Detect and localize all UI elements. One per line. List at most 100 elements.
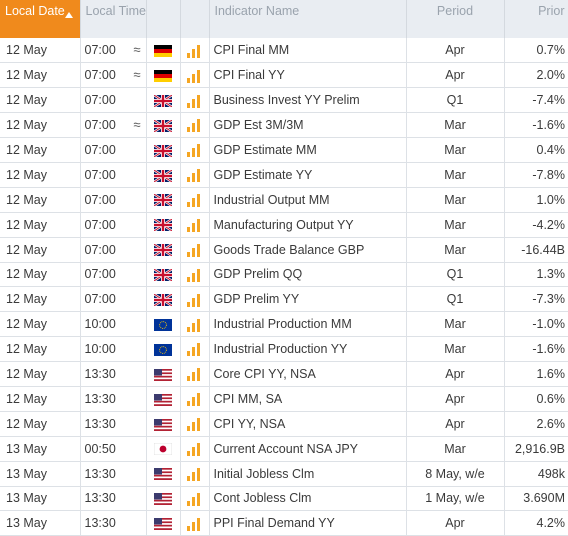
importance-bars-icon bbox=[186, 367, 201, 382]
row-period: Mar bbox=[406, 436, 505, 462]
row-date: 12 May bbox=[0, 386, 81, 412]
table-row[interactable]: 12 May 07:00 GDP Prelim QQ Q1 1.3% bbox=[0, 262, 568, 288]
row-importance bbox=[180, 38, 210, 64]
row-indicator-name[interactable]: Cont Jobless Clm bbox=[209, 486, 407, 512]
row-time-value: 07:00 bbox=[84, 192, 116, 207]
table-row[interactable]: 12 May 10:00 Industrial Production MM Mar -1… bbox=[0, 311, 568, 338]
row-time-value: 13:30 bbox=[84, 416, 116, 431]
row-date: 13 May bbox=[0, 510, 81, 536]
table-row[interactable]: 12 May 07:00 ≈ CPI Final YY Apr 2.0% bbox=[0, 62, 568, 89]
row-prior: -1.0% bbox=[504, 311, 568, 338]
row-indicator-name[interactable]: Business Invest YY Prelim bbox=[209, 87, 407, 114]
row-period: Mar bbox=[406, 311, 505, 338]
row-indicator-name[interactable]: Initial Jobless Clm bbox=[209, 461, 407, 487]
row-indicator-name[interactable]: CPI YY, NSA bbox=[209, 411, 407, 437]
table-row[interactable]: 13 May 13:30 PPI Final Demand YY Apr 4.2% bbox=[0, 510, 568, 536]
column-header-prior[interactable]: Prior bbox=[504, 0, 568, 38]
row-indicator-name[interactable]: CPI MM, SA bbox=[209, 386, 407, 412]
row-period: Apr bbox=[406, 411, 505, 437]
row-country bbox=[146, 87, 181, 114]
row-indicator-name[interactable]: GDP Prelim YY bbox=[209, 286, 407, 313]
importance-bars-icon bbox=[186, 267, 201, 282]
row-indicator-name[interactable]: GDP Est 3M/3M bbox=[209, 112, 407, 139]
row-date: 12 May bbox=[0, 187, 81, 213]
row-indicator-name[interactable]: GDP Estimate MM bbox=[209, 137, 407, 163]
row-period: 1 May, w/e bbox=[406, 486, 505, 512]
row-date: 13 May bbox=[0, 436, 81, 462]
table-row[interactable]: 13 May 00:50 Current Account NSA JPY Mar 2,9… bbox=[0, 436, 568, 462]
row-importance bbox=[180, 212, 210, 238]
column-header-local-time[interactable]: Local Time bbox=[80, 0, 147, 38]
table-row[interactable]: 12 May 13:30 CPI MM, SA Apr 0.6% bbox=[0, 386, 568, 412]
row-prior: 1.6% bbox=[504, 361, 568, 387]
row-indicator-name[interactable]: Manufacturing Output YY bbox=[209, 212, 407, 238]
row-prior: -4.2% bbox=[504, 212, 568, 238]
row-time-value: 07:00 bbox=[84, 292, 116, 307]
row-indicator-name[interactable]: PPI Final Demand YY bbox=[209, 510, 407, 536]
row-date: 12 May bbox=[0, 237, 81, 263]
row-date: 12 May bbox=[0, 137, 81, 163]
table-row[interactable]: 12 May 10:00 Industrial Production YY Mar -1… bbox=[0, 336, 568, 363]
row-period: Apr bbox=[406, 510, 505, 536]
row-prior: 1.3% bbox=[504, 262, 568, 288]
row-time: 07:00 ≈ bbox=[80, 62, 147, 89]
row-period: Mar bbox=[406, 112, 505, 139]
row-country bbox=[146, 262, 181, 288]
column-header-local-date[interactable]: Local Date bbox=[0, 0, 81, 38]
row-country bbox=[146, 510, 181, 536]
row-time: 10:00 bbox=[80, 311, 147, 338]
us-flag-icon bbox=[154, 417, 172, 431]
row-indicator-name[interactable]: Industrial Production MM bbox=[209, 311, 407, 338]
table-row[interactable]: 12 May 07:00 ≈ GDP Est 3M/3M Mar -1.6% bbox=[0, 112, 568, 139]
table-row[interactable]: 12 May 13:30 Core CPI YY, NSA Apr 1.6% bbox=[0, 361, 568, 387]
table-row[interactable]: 12 May 07:00 Manufacturing Output YY Mar -4.… bbox=[0, 212, 568, 238]
row-country bbox=[146, 486, 181, 512]
column-header-indicator-name[interactable]: Indicator Name bbox=[209, 0, 407, 38]
row-importance bbox=[180, 112, 210, 139]
table-row[interactable]: 12 May 07:00 GDP Prelim YY Q1 -7.3% bbox=[0, 286, 568, 313]
uk-flag-icon bbox=[154, 118, 172, 132]
row-indicator-name[interactable]: Core CPI YY, NSA bbox=[209, 361, 407, 387]
table-row[interactable]: 12 May 07:00 ≈ CPI Final MM Apr 0.7% bbox=[0, 38, 568, 64]
uk-flag-icon bbox=[154, 193, 172, 207]
column-header-importance[interactable] bbox=[180, 0, 210, 38]
row-period: Mar bbox=[406, 187, 505, 213]
row-time-value: 13:30 bbox=[84, 466, 116, 481]
table-row[interactable]: 12 May 07:00 GDP Estimate MM Mar 0.4% bbox=[0, 137, 568, 163]
table-row[interactable]: 12 May 07:00 Business Invest YY Prelim Q1 -7… bbox=[0, 87, 568, 114]
column-header-period[interactable]: Period bbox=[406, 0, 505, 38]
importance-bars-icon bbox=[186, 217, 201, 233]
row-prior: 2.0% bbox=[504, 62, 568, 89]
table-row[interactable]: 12 May 07:00 Industrial Output MM Mar 1.0% bbox=[0, 187, 568, 213]
table-row[interactable]: 13 May 13:30 Initial Jobless Clm 8 May, w/e… bbox=[0, 461, 568, 487]
row-indicator-name[interactable]: Goods Trade Balance GBP bbox=[209, 237, 407, 263]
column-header-country[interactable] bbox=[146, 0, 181, 38]
row-prior: -1.6% bbox=[504, 336, 568, 363]
row-indicator-name[interactable]: CPI Final YY bbox=[209, 62, 407, 89]
approximately-equal-icon: ≈ bbox=[133, 117, 141, 133]
row-country bbox=[146, 361, 181, 387]
row-indicator-name[interactable]: Industrial Output MM bbox=[209, 187, 407, 213]
row-indicator-name[interactable]: Current Account NSA JPY bbox=[209, 436, 407, 462]
row-importance bbox=[180, 336, 210, 363]
row-time: 07:00 bbox=[80, 137, 147, 163]
table-row[interactable]: 12 May 13:30 CPI YY, NSA Apr 2.6% bbox=[0, 411, 568, 437]
row-indicator-name[interactable]: GDP Estimate YY bbox=[209, 162, 407, 188]
row-time: 13:30 bbox=[80, 386, 147, 412]
table-row[interactable]: 12 May 07:00 GDP Estimate YY Mar -7.8% bbox=[0, 162, 568, 188]
row-importance bbox=[180, 286, 210, 313]
row-indicator-name[interactable]: Industrial Production YY bbox=[209, 336, 407, 363]
row-period: Mar bbox=[406, 237, 505, 263]
row-indicator-name[interactable]: CPI Final MM bbox=[209, 38, 407, 64]
row-country bbox=[146, 436, 181, 462]
table-row[interactable]: 12 May 07:00 Goods Trade Balance GBP Mar -16… bbox=[0, 237, 568, 263]
approximately-equal-icon: ≈ bbox=[133, 42, 141, 57]
local-time-header-label: Local Time bbox=[85, 4, 146, 18]
row-indicator-name[interactable]: GDP Prelim QQ bbox=[209, 262, 407, 288]
prior-header-label: Prior bbox=[538, 4, 565, 18]
row-time-value: 13:30 bbox=[84, 491, 116, 506]
local-date-header-label: Local Date bbox=[5, 4, 65, 18]
table-row[interactable]: 13 May 13:30 Cont Jobless Clm 1 May, w/e 3.6… bbox=[0, 486, 568, 512]
row-prior: -1.6% bbox=[504, 112, 568, 139]
row-time: 13:30 bbox=[80, 361, 147, 387]
